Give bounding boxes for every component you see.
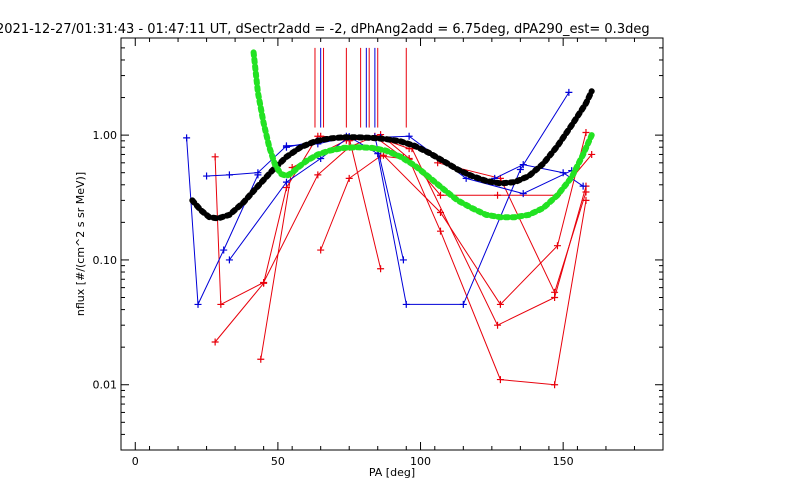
- data-point-marker: [519, 161, 527, 169]
- x-tick-label: 150: [553, 455, 574, 468]
- data-point-marker: [494, 191, 502, 199]
- data-point-marker: [211, 153, 219, 161]
- y-tick-label: 0.10: [93, 254, 118, 267]
- data-point-marker: [579, 182, 587, 190]
- data-series: [183, 88, 596, 389]
- y-tick-label: 1.00: [93, 129, 118, 142]
- data-point-marker: [257, 355, 265, 363]
- series-line: [320, 155, 587, 386]
- x-tick-label: 0: [132, 455, 139, 468]
- y-axis-label: nflux [#/(cm^2 s sr MeV)]: [74, 172, 87, 316]
- series-blue-8: [183, 134, 262, 308]
- x-axis-label: PA [deg]: [369, 466, 415, 479]
- data-point-marker: [217, 300, 225, 308]
- data-point-marker: [516, 166, 524, 174]
- data-point-marker: [203, 172, 211, 180]
- series-line: [214, 135, 410, 306]
- data-point-marker: [402, 300, 410, 308]
- data-point-marker: [282, 143, 290, 151]
- series-line: [214, 135, 404, 343]
- series-line: [320, 135, 382, 269]
- series-red-3: [317, 152, 590, 389]
- data-point-marker: [183, 134, 191, 142]
- series-line: [437, 162, 587, 294]
- data-point-marker: [194, 300, 202, 308]
- series-line: [383, 132, 587, 306]
- data-point-marker: [225, 256, 233, 264]
- data-point-marker: [559, 169, 567, 177]
- series-line: [186, 137, 259, 307]
- data-point-marker: [282, 178, 290, 186]
- data-point-marker: [345, 174, 353, 182]
- data-point-marker: [314, 171, 322, 179]
- chart-title: 2021-12-27/01:31:43 - 01:47:11 UT, dSect…: [0, 22, 650, 37]
- data-point-marker: [436, 191, 444, 199]
- x-tick-label: 50: [271, 455, 285, 468]
- data-point-marker: [553, 242, 561, 250]
- data-point-marker: [582, 188, 590, 196]
- fit-curve-black: [189, 88, 595, 222]
- data-point-marker: [582, 128, 590, 136]
- fit-curves: [189, 49, 595, 222]
- series-red-1: [211, 132, 407, 346]
- data-point-marker: [436, 227, 444, 235]
- data-point-marker: [225, 171, 233, 179]
- data-point-marker: [494, 321, 502, 329]
- data-point-marker: [565, 88, 573, 96]
- data-point-marker: [377, 265, 385, 273]
- data-point-marker: [220, 246, 228, 254]
- data-point-marker: [551, 288, 559, 296]
- data-point-marker: [211, 338, 219, 346]
- data-point-marker: [399, 256, 407, 264]
- fit-curve-green: [250, 49, 595, 221]
- data-point-marker: [551, 381, 559, 389]
- series-line: [228, 92, 570, 305]
- data-point-marker: [588, 150, 596, 158]
- data-point-marker: [496, 300, 504, 308]
- data-point-marker: [260, 279, 268, 287]
- axis-ticks: 0 50 100 150 0.01 0.10 1.00: [93, 38, 663, 468]
- data-point-marker: [317, 246, 325, 254]
- data-point-marker: [496, 376, 504, 384]
- data-point-marker: [254, 169, 262, 177]
- x-tick-label: 100: [410, 455, 431, 468]
- data-point-marker: [459, 300, 467, 308]
- plot-frame: [120, 37, 664, 451]
- y-tick-label: 0.01: [93, 379, 118, 392]
- vertical-markers: [314, 47, 407, 128]
- series-blue-10: [225, 88, 573, 308]
- data-point-marker: [519, 190, 527, 198]
- data-point-marker: [405, 132, 413, 140]
